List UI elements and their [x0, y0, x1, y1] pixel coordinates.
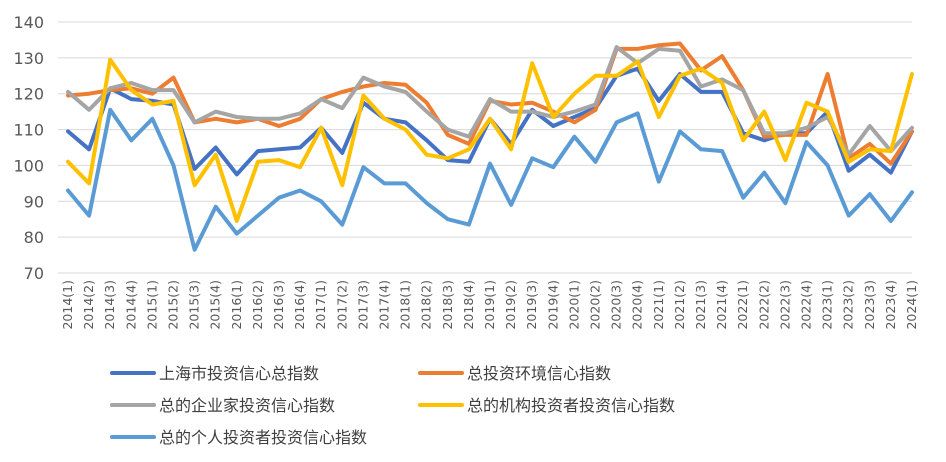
x-tick-label: 2016(4) [292, 280, 307, 330]
legend-label: 上海市投资信心总指数 [159, 364, 319, 383]
x-tick-label: 2014(1) [60, 280, 75, 330]
x-tick-label: 2015(4) [208, 280, 223, 330]
x-tick-label: 2022(3) [777, 280, 792, 330]
x-tick-label: 2022(4) [799, 280, 814, 330]
x-tick-label: 2024(1) [904, 280, 919, 330]
y-tick-label: 140 [13, 13, 44, 32]
legend-label: 总投资环境信心指数 [467, 364, 611, 383]
x-tick-label: 2014(4) [123, 280, 138, 330]
x-tick-label: 2016(3) [271, 280, 286, 330]
x-tick-label: 2022(1) [735, 280, 750, 330]
x-tick-label: 2016(2) [250, 280, 265, 330]
x-tick-label: 2023(3) [862, 280, 877, 330]
y-axis: 70 80 90 100 110 120 130 140 [13, 13, 44, 283]
x-tick-label: 2018(1) [398, 280, 413, 330]
series-line-2 [66, 41, 914, 166]
x-tick-label: 2020(2) [588, 280, 603, 330]
y-tick-label: 130 [13, 49, 44, 68]
x-tick-label: 2015(3) [187, 280, 202, 330]
x-tick-label: 2021(3) [693, 280, 708, 330]
x-tick-label: 2020(1) [566, 280, 581, 330]
x-tick-label: 2017(3) [355, 280, 370, 330]
y-tick-label: 70 [24, 264, 44, 283]
x-tick-label: 2018(2) [419, 280, 434, 330]
y-tick-label: 90 [24, 192, 44, 211]
legend-label: 总的企业家投资信心指数 [159, 396, 335, 415]
x-tick-label: 2020(3) [609, 280, 624, 330]
x-tick-label: 2022(2) [756, 280, 771, 330]
x-tick-label: 2021(1) [651, 280, 666, 330]
x-tick-label: 2017(2) [334, 280, 349, 330]
x-tick-label: 2014(3) [102, 280, 117, 330]
x-tick-label: 2019(4) [545, 280, 560, 330]
x-tick-label: 2020(4) [630, 280, 645, 330]
x-tick-label: 2021(2) [672, 280, 687, 330]
series-line-4 [66, 57, 914, 223]
y-tick-label: 110 [13, 121, 44, 140]
x-tick-label: 2018(3) [440, 280, 455, 330]
x-tick-label: 2017(1) [313, 280, 328, 330]
x-tick-label: 2019(1) [482, 280, 497, 330]
series-line-5 [66, 107, 914, 252]
x-tick-label: 2023(1) [820, 280, 835, 330]
x-tick-label: 2015(2) [166, 280, 181, 330]
x-tick-label: 2019(3) [524, 280, 539, 330]
x-tick-label: 2016(1) [229, 280, 244, 330]
series-line-3 [66, 45, 914, 157]
legend-label: 总的个人投资者投资信心指数 [159, 428, 367, 447]
x-tick-label: 2018(4) [461, 280, 476, 330]
x-tick-label: 2021(4) [714, 280, 729, 330]
legend-label: 总的机构投资者投资信心指数 [467, 396, 675, 415]
x-tick-label: 2014(2) [81, 280, 96, 330]
x-tick-label: 2019(2) [503, 280, 518, 330]
series-lines [66, 41, 914, 252]
x-tick-label: 2017(4) [377, 280, 392, 330]
x-tick-label: 2015(1) [144, 280, 159, 330]
x-tick-label: 2023(4) [883, 280, 898, 330]
y-tick-label: 120 [13, 85, 44, 104]
x-tick-label: 2023(2) [841, 280, 856, 330]
x-axis: 2014(1) 2014(2) 2014(3) 2014(4) 2015(1) 2015(… [60, 280, 919, 330]
y-tick-label: 100 [13, 156, 44, 175]
y-tick-label: 80 [24, 228, 44, 247]
